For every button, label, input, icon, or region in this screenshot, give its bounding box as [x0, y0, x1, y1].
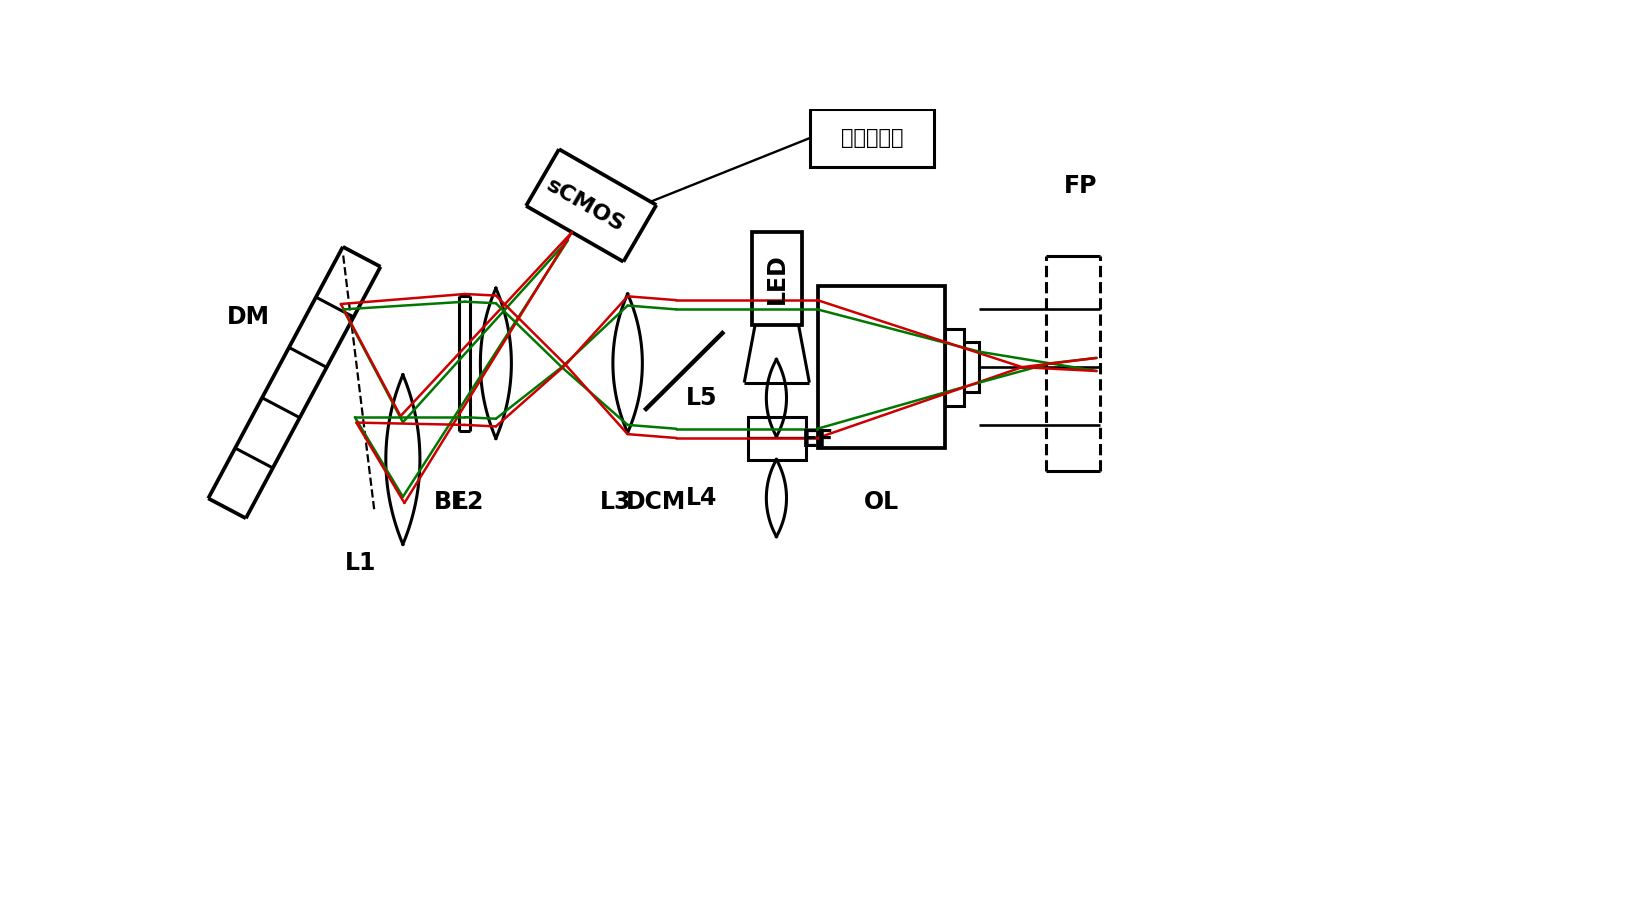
Text: LED: LED: [765, 253, 788, 304]
Text: sCMOS: sCMOS: [542, 175, 627, 236]
Text: OL: OL: [864, 490, 898, 514]
Text: L5: L5: [685, 386, 718, 410]
Text: L1: L1: [345, 551, 376, 575]
Text: FP: FP: [1064, 174, 1098, 198]
Bar: [818, 287, 946, 448]
Text: L4: L4: [686, 486, 718, 510]
Bar: [752, 232, 801, 325]
Text: DM: DM: [227, 305, 269, 329]
Bar: [964, 342, 980, 392]
Text: L2: L2: [453, 490, 484, 514]
Text: BF: BF: [433, 490, 468, 514]
Bar: [810, 109, 934, 167]
Bar: [946, 329, 964, 406]
Bar: [747, 417, 806, 460]
Text: L3: L3: [601, 490, 632, 514]
Text: 영상생성부: 영상생성부: [841, 128, 903, 148]
Text: EF: EF: [801, 429, 834, 452]
Text: DCM: DCM: [626, 490, 686, 514]
